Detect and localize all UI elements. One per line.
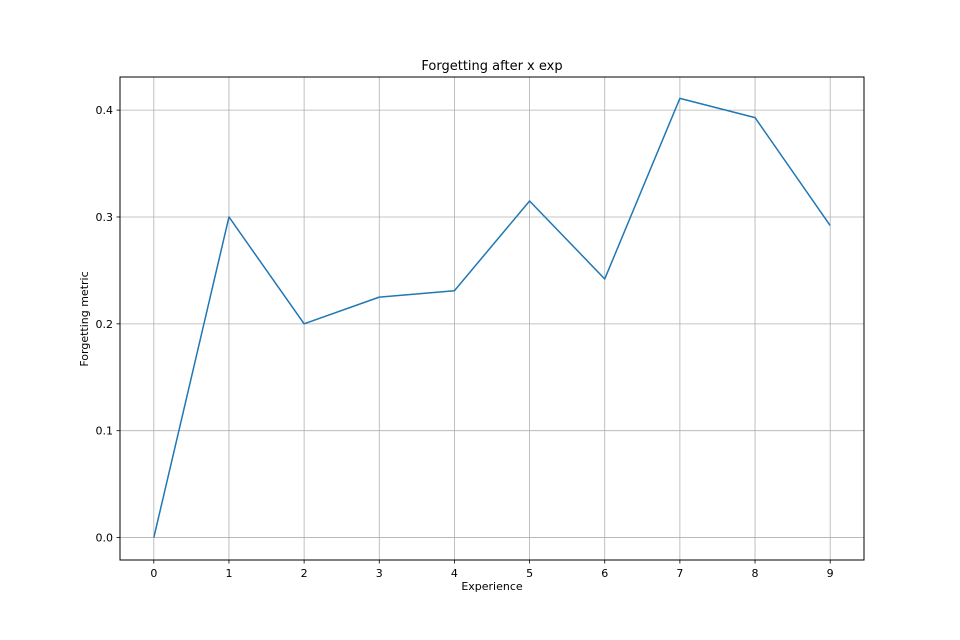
y-tick-label: 0.2: [96, 318, 114, 331]
x-tick-label: 0: [150, 567, 157, 580]
x-tick-label: 1: [225, 567, 232, 580]
y-tick-label: 0.4: [96, 104, 114, 117]
x-tick-label: 9: [827, 567, 834, 580]
chart-title: Forgetting after x exp: [421, 59, 562, 74]
y-tick-label: 0.1: [96, 425, 114, 438]
x-tick-label: 3: [376, 567, 383, 580]
x-tick-label: 5: [526, 567, 533, 580]
x-tick-label: 6: [601, 567, 608, 580]
x-tick-label: 2: [301, 567, 308, 580]
plot-frame: [119, 76, 865, 561]
x-tick-label: 4: [451, 567, 458, 580]
grid: [120, 77, 864, 560]
y-tick-label: 0.3: [96, 211, 114, 224]
series-layer: [153, 97, 831, 538]
y-tick-label: 0.0: [96, 532, 114, 545]
x-axis-title: Experience: [461, 580, 523, 593]
series-line: [153, 97, 831, 538]
x-tick-label: 8: [752, 567, 759, 580]
y-axis-title: Forgetting metric: [78, 271, 91, 366]
x-axis: 0 1 2 3 4 5 6 7 8 9: [150, 560, 834, 580]
x-tick-label: 7: [676, 567, 683, 580]
y-axis: 0.0 0.1 0.2 0.3 0.4: [96, 104, 120, 545]
